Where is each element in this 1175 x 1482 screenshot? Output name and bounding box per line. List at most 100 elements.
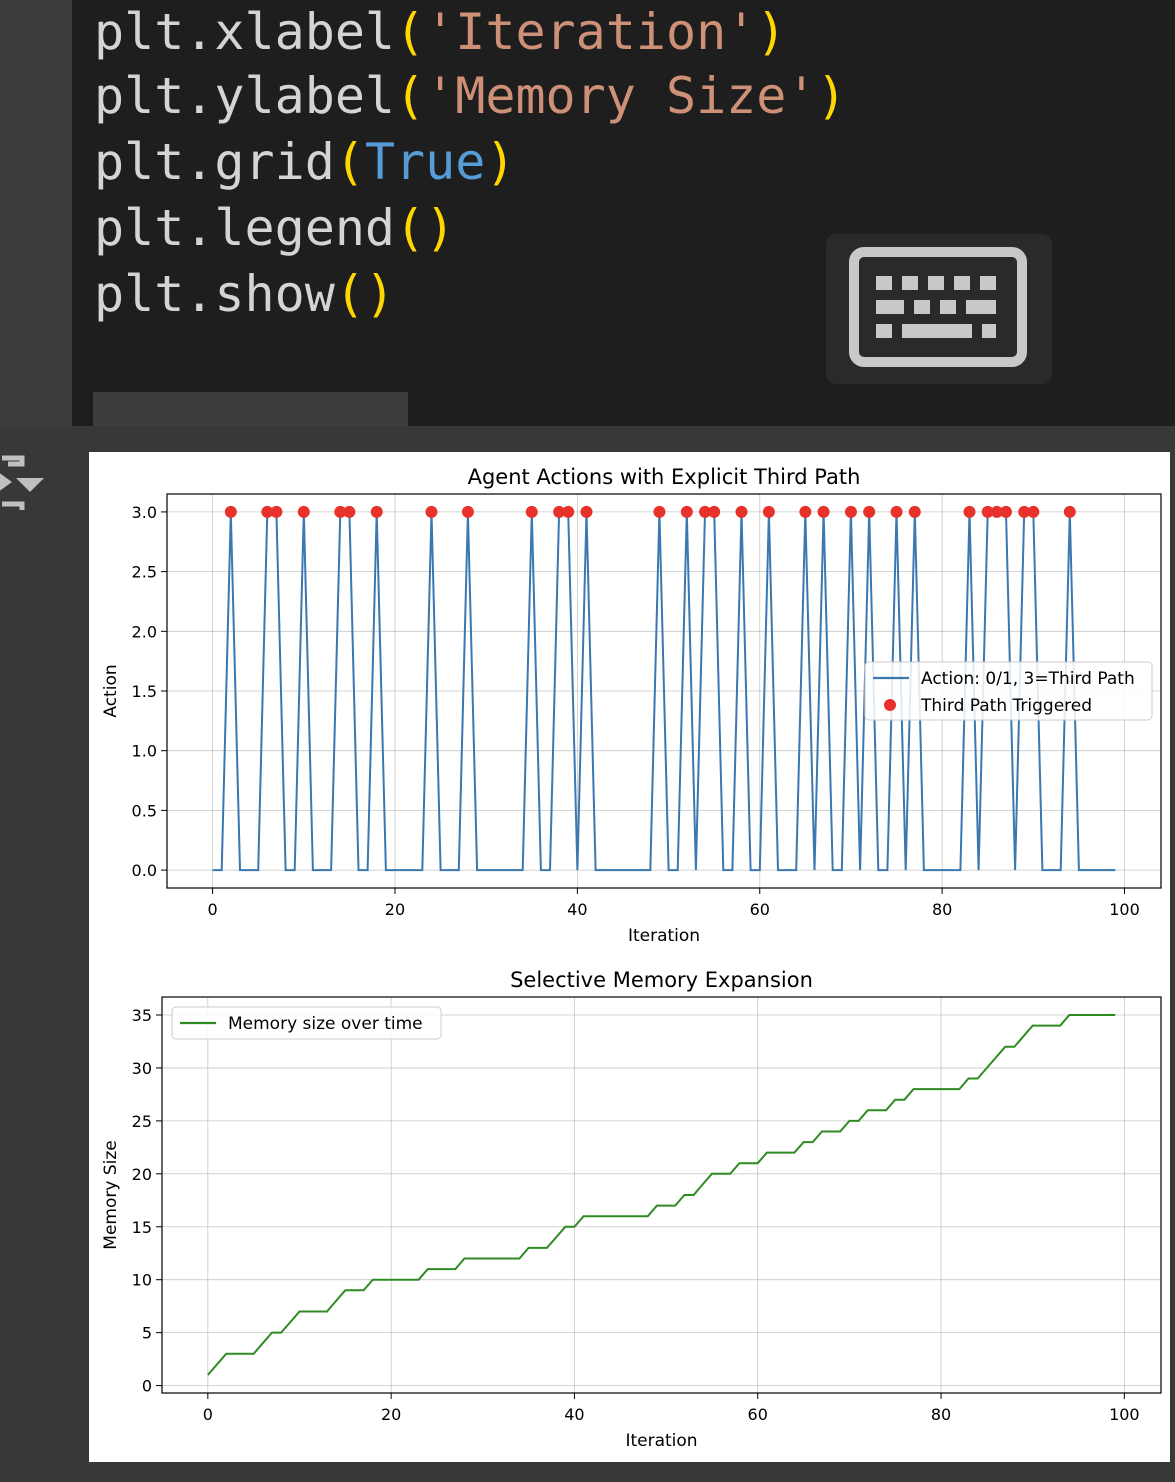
y-tick-label: 1.0 (132, 742, 157, 761)
x-tick-label: 0 (203, 1405, 213, 1424)
y-tick-label: 1.5 (132, 682, 157, 701)
cell-gutter (0, 0, 72, 426)
scatter-point (297, 505, 310, 518)
scatter-point (799, 505, 812, 518)
y-tick-label: 0.5 (132, 801, 157, 820)
code-token: True (364, 133, 486, 191)
scatter-point (334, 505, 347, 518)
scatter-point (1018, 505, 1031, 518)
x-axis-label: Iteration (628, 926, 700, 946)
scatter-point (461, 505, 474, 518)
scatter-point (863, 505, 876, 518)
code-token: ( (395, 67, 426, 125)
code-token: ) (485, 133, 516, 191)
scatter-point (562, 505, 575, 518)
x-tick-label: 100 (1109, 1405, 1140, 1424)
x-tick-label: 40 (564, 1405, 584, 1424)
scatter-point (735, 505, 748, 518)
scatter-point (270, 505, 283, 518)
y-tick-label: 20 (132, 1165, 152, 1184)
scatter-point (890, 505, 903, 518)
y-tick-label: 0 (142, 1377, 152, 1396)
legend-box (864, 661, 1153, 721)
legend-entry: Third Path Triggered (920, 696, 1092, 716)
scatter-point (680, 505, 693, 518)
code-token: 'Memory Size' (425, 67, 817, 125)
y-tick-label: 10 (132, 1271, 152, 1290)
scatter-point (224, 505, 237, 518)
scatter-point (963, 505, 976, 518)
code-line[interactable]: plt.legend() (94, 198, 455, 258)
scatter-point (553, 505, 566, 518)
code-token: plt.grid (94, 133, 335, 191)
keyboard-button[interactable] (826, 234, 1052, 384)
scatter-point (580, 505, 593, 518)
keyboard-icon (849, 247, 1027, 367)
code-token: 'Iteration' (425, 3, 757, 61)
scatter-point (990, 505, 1003, 518)
legend-box (171, 1006, 442, 1040)
x-tick-label: 20 (381, 1405, 401, 1424)
y-tick-label: 2.5 (132, 563, 157, 582)
output-toggle-button[interactable] (0, 448, 48, 518)
legend-entry: Memory size over time (228, 1014, 423, 1034)
x-tick-label: 100 (1109, 900, 1140, 919)
scatter-point (981, 505, 994, 518)
code-token: ) (816, 67, 847, 125)
x-tick-label: 0 (208, 900, 218, 919)
scatter-point (525, 505, 538, 518)
y-tick-label: 3.0 (132, 503, 157, 522)
y-axis-label: Action (101, 664, 121, 717)
code-token: () (395, 199, 456, 257)
y-tick-label: 15 (132, 1218, 152, 1237)
code-line[interactable]: plt.xlabel('Iteration') (94, 2, 786, 62)
y-tick-label: 30 (132, 1059, 152, 1078)
scatter-point (343, 505, 356, 518)
scatter-point (425, 505, 438, 518)
code-line[interactable]: plt.ylabel('Memory Size') (94, 66, 847, 126)
scatter-point (1027, 505, 1040, 518)
x-tick-label: 60 (750, 900, 770, 919)
code-line[interactable]: plt.grid(True) (94, 132, 515, 192)
legend-entry: Action: 0/1, 3=Third Path (921, 669, 1135, 689)
legend-dot-swatch (884, 699, 896, 711)
scatter-point (261, 505, 274, 518)
scatter-point (699, 505, 712, 518)
x-tick-label: 80 (931, 1405, 951, 1424)
output-toggle-icon (0, 455, 44, 510)
chart-title: Agent Actions with Explicit Third Path (468, 465, 861, 489)
code-line[interactable]: plt.show() (94, 264, 395, 324)
x-tick-label: 80 (932, 900, 952, 919)
scatter-point (817, 505, 830, 518)
x-tick-label: 40 (567, 900, 587, 919)
y-axis-label: Memory Size (101, 1140, 121, 1249)
chart-title: Selective Memory Expansion (510, 968, 813, 992)
y-tick-label: 25 (132, 1112, 152, 1131)
scatter-point (844, 505, 857, 518)
y-tick-label: 5 (142, 1324, 152, 1343)
y-tick-label: 2.0 (132, 622, 157, 641)
scatter-point (370, 505, 383, 518)
scatter-point (999, 505, 1012, 518)
code-token: plt.ylabel (94, 67, 396, 125)
code-token: plt.legend (94, 199, 396, 257)
x-axis-label: Iteration (625, 1431, 697, 1451)
cell-output (89, 452, 1170, 1462)
scatter-point (762, 505, 775, 518)
x-tick-label: 60 (748, 1405, 768, 1424)
x-tick-label: 20 (385, 900, 405, 919)
scatter-point (908, 505, 921, 518)
y-tick-label: 0.0 (132, 861, 157, 880)
y-tick-label: 35 (132, 1006, 152, 1025)
code-token: plt.xlabel (94, 3, 396, 61)
scatter-point (708, 505, 721, 518)
code-token: plt.show (94, 265, 335, 323)
code-cell[interactable]: plt.xlabel('Iteration') plt.ylabel('Memor… (0, 0, 1175, 426)
code-token: ( (395, 3, 426, 61)
plot-frame (161, 996, 1162, 1394)
code-token: ) (756, 3, 787, 61)
scatter-point (653, 505, 666, 518)
series-line (207, 1014, 1116, 1376)
horizontal-scrollbar[interactable] (93, 392, 408, 426)
